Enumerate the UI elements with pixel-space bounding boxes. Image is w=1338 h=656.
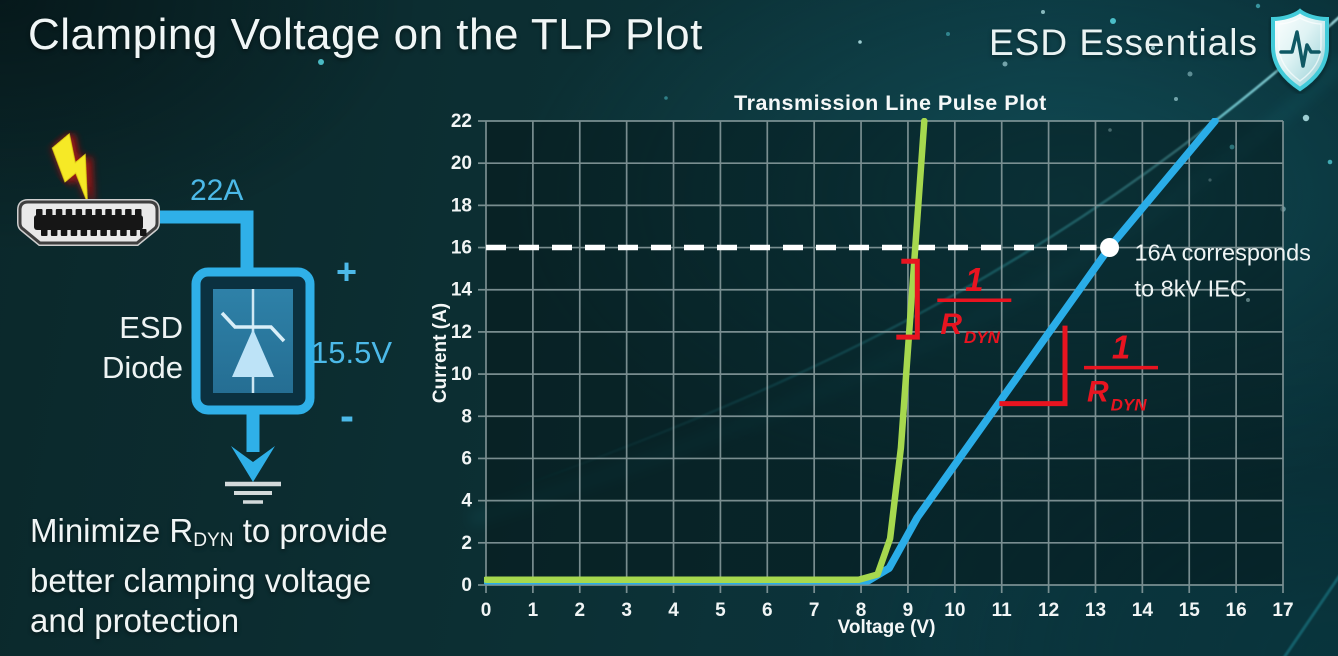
brand-name: ESD Essentials bbox=[989, 22, 1258, 63]
tlp-chart-svg: 0 1 2 3 4 5 6 7 8 9 10 11 12 13 14 15 16 1702468101214161… bbox=[430, 91, 1311, 638]
svg-text:9: 9 bbox=[903, 600, 914, 621]
series-steep-slope-esd-diode bbox=[484, 118, 928, 583]
chart-title: Transmission Line Pulse Plot bbox=[734, 91, 1047, 115]
svg-text:8: 8 bbox=[461, 406, 472, 427]
svg-text:6: 6 bbox=[762, 600, 773, 621]
hdmi-pins bbox=[36, 209, 147, 236]
svg-text:5: 5 bbox=[715, 600, 726, 621]
svg-text:4: 4 bbox=[461, 491, 472, 512]
corner-swoosh-line bbox=[1283, 575, 1338, 656]
svg-text:13: 13 bbox=[1085, 600, 1106, 621]
device-label-line2: Diode bbox=[102, 350, 183, 385]
svg-text:14: 14 bbox=[1132, 600, 1154, 621]
svg-text:14: 14 bbox=[451, 280, 473, 301]
arrow-down-icon bbox=[231, 446, 275, 482]
svg-text:17: 17 bbox=[1272, 600, 1293, 621]
hdmi-connector-icon bbox=[17, 199, 160, 246]
svg-text:18: 18 bbox=[451, 195, 472, 216]
svg-text:0: 0 bbox=[481, 600, 492, 621]
tick-labels: 0 1 2 3 4 5 6 7 8 9 10 11 12 13 14 15 16 1702468101214161… bbox=[451, 111, 1294, 621]
svg-text:1: 1 bbox=[965, 261, 983, 298]
shield-pulse-icon bbox=[1271, 8, 1329, 92]
lightning-bolt-icon bbox=[51, 131, 96, 209]
svg-text:20: 20 bbox=[451, 153, 472, 174]
particle-dots bbox=[318, 3, 1333, 302]
clamp-voltage-label: 15.5V bbox=[311, 335, 392, 370]
svg-text:16: 16 bbox=[1226, 600, 1247, 621]
surge-current-label: 22A bbox=[190, 174, 243, 207]
svg-text:16: 16 bbox=[451, 238, 472, 259]
svg-text:3: 3 bbox=[621, 600, 632, 621]
svg-text:0: 0 bbox=[461, 575, 472, 596]
minus-sign: - bbox=[340, 392, 354, 439]
threshold-label-line1: 16A corresponds bbox=[1135, 240, 1311, 266]
svg-text:10: 10 bbox=[944, 600, 965, 621]
svg-text:2: 2 bbox=[574, 600, 585, 621]
brand: ESD Essentials bbox=[989, 8, 1332, 94]
svg-text:8: 8 bbox=[856, 600, 867, 621]
note-line-3: and protection bbox=[30, 602, 240, 640]
svg-text:2: 2 bbox=[461, 533, 472, 554]
takeaway-note: Minimize RDYN to provide better clamping… bbox=[30, 511, 388, 641]
esd-circuit-diagram: 22A ESD Diode + 15.5V - bbox=[17, 131, 392, 504]
wire-top bbox=[155, 210, 254, 280]
y-axis-label: Current (A) bbox=[430, 303, 451, 403]
svg-text:12: 12 bbox=[451, 322, 472, 343]
device-label-line1: ESD bbox=[119, 310, 183, 345]
note-line-2: better clamping voltage bbox=[30, 562, 372, 600]
svg-text:1: 1 bbox=[1112, 329, 1130, 366]
svg-text:7: 7 bbox=[809, 600, 820, 621]
threshold-label-line2: to 8kV IEC bbox=[1135, 276, 1247, 302]
svg-text:11: 11 bbox=[992, 600, 1013, 621]
svg-text:22: 22 bbox=[451, 111, 472, 132]
tlp-chart: 0 1 2 3 4 5 6 7 8 9 10 11 12 13 14 15 16 17 0 2 4 6 8 10 12 14 16 1… bbox=[430, 88, 1338, 656]
note-line-1: Minimize RDYN to provide bbox=[30, 512, 388, 552]
ground-icon bbox=[225, 481, 281, 504]
slope-marker-right-angle bbox=[999, 325, 1068, 407]
pulse-line bbox=[1279, 30, 1321, 68]
plus-sign: + bbox=[336, 251, 357, 292]
svg-text:6: 6 bbox=[461, 448, 472, 469]
svg-text:1: 1 bbox=[528, 600, 539, 621]
slope-marker-bracket-vertical bbox=[896, 258, 920, 340]
svg-text:15: 15 bbox=[1179, 600, 1201, 621]
page-title: Clamping Voltage on the TLP Plot bbox=[28, 10, 703, 59]
zener-diode-icon bbox=[191, 267, 315, 415]
plot-area bbox=[486, 121, 1283, 585]
svg-text:4: 4 bbox=[668, 600, 679, 621]
svg-text:10: 10 bbox=[451, 364, 472, 385]
series-lines bbox=[484, 118, 1219, 585]
threshold-dot bbox=[1100, 238, 1120, 258]
x-axis-label: Voltage (V) bbox=[838, 617, 936, 638]
svg-text:12: 12 bbox=[1038, 600, 1059, 621]
